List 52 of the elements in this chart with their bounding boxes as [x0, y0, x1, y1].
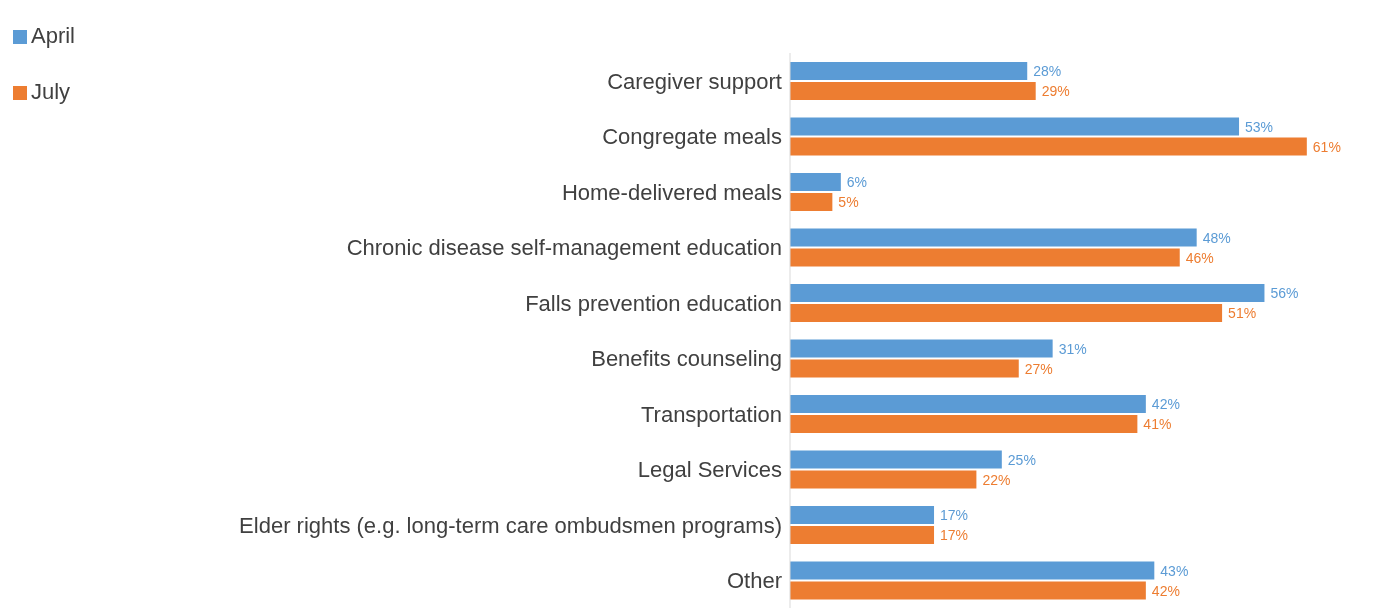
bar	[790, 137, 1307, 156]
data-label: 51%	[1228, 305, 1257, 321]
data-label: 22%	[982, 471, 1011, 488]
y-tick-label: Falls prevention education	[525, 290, 782, 316]
data-label: 41%	[1143, 416, 1172, 432]
bar	[790, 248, 1180, 267]
y-tick-label: Legal Services	[637, 457, 782, 483]
y-tick-label: Home-delivered meals	[561, 179, 782, 205]
bar	[790, 470, 977, 489]
bar	[790, 450, 1002, 469]
data-label: 61%	[1312, 138, 1341, 155]
data-label: 17%	[940, 507, 969, 523]
data-label: 48%	[1202, 229, 1231, 246]
data-label: 29%	[1041, 83, 1070, 99]
data-label: 43%	[1160, 562, 1189, 579]
bar	[790, 173, 841, 191]
bar	[790, 304, 1223, 322]
y-tick-label: Other	[726, 568, 782, 594]
bar	[790, 284, 1265, 302]
data-label: 5%	[838, 194, 859, 210]
y-tick-label: Transportation	[640, 401, 782, 427]
y-tick-label: Elder rights (e.g. long-term care ombudsmen programs)	[239, 512, 782, 538]
bar	[790, 526, 935, 544]
bar	[790, 506, 935, 524]
legend-label: April	[31, 23, 76, 48]
legend-label: July	[31, 79, 71, 104]
data-label: 56%	[1270, 285, 1299, 301]
bar	[790, 228, 1197, 247]
bar	[790, 339, 1053, 358]
bar	[790, 62, 1028, 80]
bar	[790, 359, 1019, 378]
y-tick-label: Caregiver support	[607, 68, 782, 94]
data-label: 27%	[1024, 360, 1053, 377]
data-label: 42%	[1151, 396, 1180, 412]
y-tick-label: Congregate meals	[602, 124, 782, 150]
data-label: 25%	[1007, 451, 1036, 468]
data-label: 6%	[846, 174, 868, 190]
data-label: 31%	[1058, 340, 1087, 357]
bar	[790, 193, 833, 211]
data-label: 42%	[1151, 582, 1180, 599]
y-tick-label: Chronic disease self-management education	[346, 235, 782, 261]
data-label: 53%	[1245, 118, 1274, 135]
bar	[790, 395, 1146, 413]
bar	[790, 561, 1155, 580]
data-label: 28%	[1033, 63, 1062, 79]
bar	[790, 415, 1138, 433]
bar	[790, 82, 1036, 100]
data-label: 17%	[940, 527, 969, 543]
y-tick-label: Benefits counseling	[591, 346, 782, 372]
bar	[790, 581, 1146, 600]
bar	[790, 117, 1240, 136]
data-label: 46%	[1185, 249, 1214, 266]
